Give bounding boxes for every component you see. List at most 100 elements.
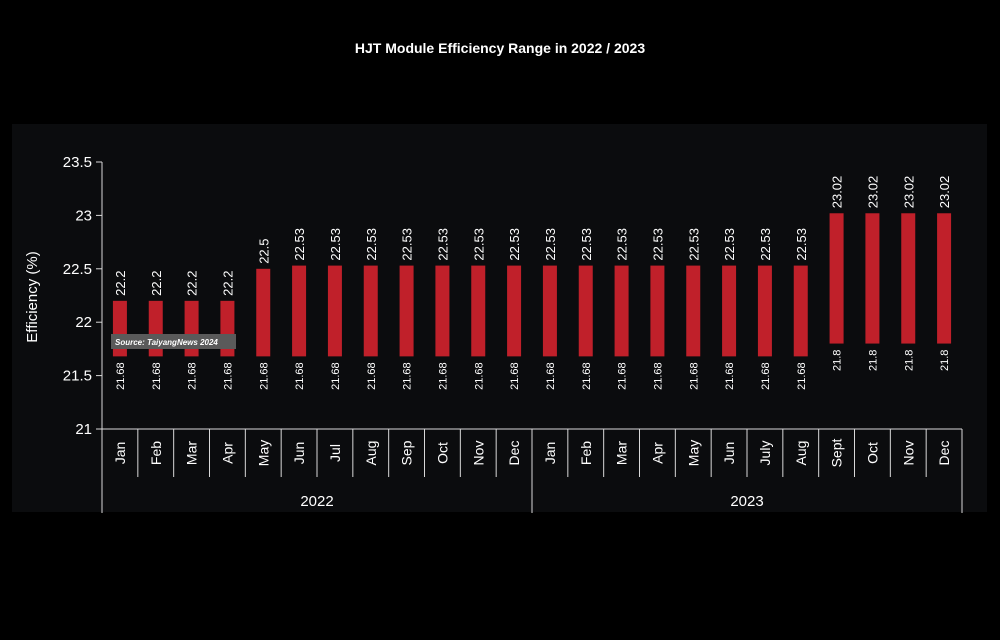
high-value-label: 22.53 [292,228,307,261]
low-value-label: 21.68 [366,362,378,390]
chart-panel [12,124,987,512]
high-value-label: 22.53 [435,228,450,261]
range-bar [686,265,701,357]
y-tick-label: 21.5 [63,368,92,385]
low-value-label: 21.8 [939,350,951,371]
x-tick-label: Dec [506,441,522,466]
range-bar [829,213,844,344]
range-bar [578,265,593,357]
low-value-label: 21.68 [688,362,700,390]
range-bar [542,265,557,357]
high-value-label: 22.53 [543,228,558,261]
y-tick-label: 21 [75,421,92,438]
low-value-label: 21.68 [294,362,306,390]
x-tick-label: May [255,440,271,466]
y-tick-label: 23 [75,207,92,224]
high-value-label: 22.53 [650,228,665,261]
range-bar [757,265,772,357]
low-value-label: 21.68 [151,362,163,390]
range-bar [435,265,450,357]
low-value-label: 21.68 [258,362,270,390]
high-value-label: 22.2 [185,271,200,296]
high-value-label: 22.53 [507,228,522,261]
high-value-label: 22.53 [471,228,486,261]
low-value-label: 21.68 [330,362,342,390]
x-tick-label: May [685,440,701,466]
x-tick-label: Dec [936,441,952,466]
low-value-label: 21.68 [222,362,234,390]
range-bar [507,265,522,357]
bars [112,213,952,357]
low-value-label: 21.68 [437,362,449,390]
x-tick-label: Jan [112,442,128,465]
x-tick-label: Mar [614,441,630,465]
high-value-label: 22.53 [328,228,343,261]
low-value-label: 21.8 [867,350,879,371]
high-value-label: 22.53 [615,228,630,261]
low-value-label: 21.68 [724,362,736,390]
x-tick-label: Jan [542,442,558,465]
high-value-label: 22.53 [758,228,773,261]
low-value-label: 21.68 [187,362,199,390]
x-tick-label: Mar [184,441,200,465]
low-value-label: 21.68 [509,362,521,390]
y-tick-label: 22 [75,314,92,331]
range-bar [363,265,378,357]
x-tick-label: Sep [399,440,415,465]
low-value-label: 21.68 [545,362,557,390]
x-tick-label: Jun [291,442,307,465]
range-bar [793,265,808,357]
high-value-label: 22.53 [579,228,594,261]
x-tick-label: Nov [470,441,486,466]
range-bar [650,265,665,357]
high-value-label: 22.53 [400,228,415,261]
axes: 21 21.5 22 22.5 23 23.5 Jan Feb Mar Apr May Jun Jul A… [63,154,963,513]
x-tick-label: Apr [219,442,235,464]
chart-title: HJT Module Efficiency Range in 2022 / 20… [354,40,646,56]
x-tick-label: Oct [434,442,450,464]
low-value-label: 21.68 [796,362,808,390]
low-value-label: 21.8 [832,350,844,371]
high-value-label: 22.53 [686,228,701,261]
high-value-label: 23.02 [937,176,952,209]
x-tick-label: Apr [649,442,665,464]
low-value-label: 21.68 [652,362,664,390]
low-value-label: 21.8 [903,350,915,371]
x-tick-label: July [757,441,773,466]
high-value-label: 23.02 [901,176,916,209]
low-value-label: 21.68 [115,362,127,390]
range-bar [256,268,271,357]
range-bar [614,265,629,357]
x-tick-label: Feb [148,441,164,465]
y-tick-label: 23.5 [63,154,92,171]
source-badge: Source: TaiyangNews 2024 [111,334,236,349]
low-value-label: 21.68 [402,362,414,390]
group-label: 2022 [300,493,333,510]
range-bar [292,265,307,357]
range-bar [937,213,952,344]
high-value-label: 22.2 [220,271,235,296]
low-value-label: 21.68 [760,362,772,390]
x-tick-label: Feb [578,441,594,465]
source-note: Source: TaiyangNews 2024 [115,338,218,347]
data-labels: 22.2 21.68 22.2 21.68 22.2 21.68 22.2 21.68 22.5… [113,176,952,390]
range-bar [901,213,916,344]
high-value-label: 22.2 [113,271,128,296]
group-label: 2023 [730,493,763,510]
range-bar [327,265,342,357]
x-tick-label: Aug [793,441,809,466]
low-value-label: 21.68 [617,362,629,390]
high-value-label: 22.2 [149,271,164,296]
high-value-label: 23.02 [865,176,880,209]
x-tick-label: Jul [327,444,343,462]
x-tick-label: Sept [829,438,845,467]
x-tick-label: Aug [363,441,379,466]
low-value-label: 21.68 [581,362,593,390]
high-value-label: 23.02 [830,176,845,209]
x-tick-label: Jun [721,442,737,465]
high-value-label: 22.53 [364,228,379,261]
high-value-label: 22.53 [794,228,809,261]
range-bar [722,265,737,357]
low-value-label: 21.68 [473,362,485,390]
